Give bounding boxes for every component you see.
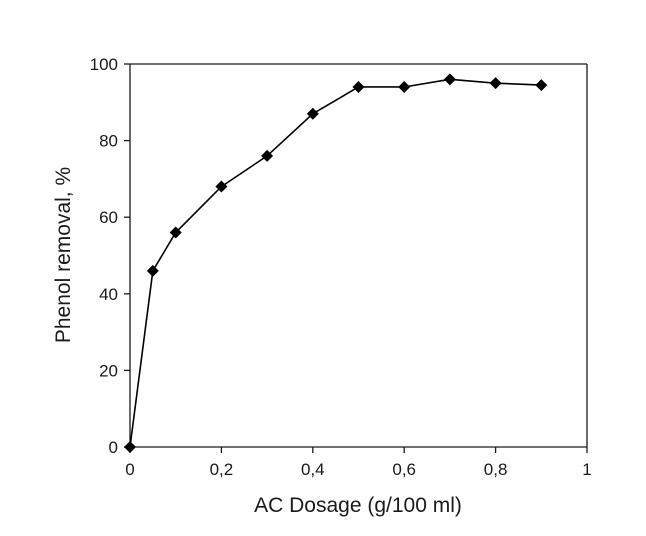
data-point-marker <box>489 77 502 90</box>
y-tick-label: 20 <box>99 361 118 380</box>
x-tick-label: 1 <box>582 460 591 479</box>
series-line <box>129 78 542 448</box>
y-tick-label: 40 <box>99 285 118 304</box>
series-layer <box>124 73 548 453</box>
x-axis-label: AC Dosage (g/100 ml) <box>254 494 462 517</box>
data-point-marker <box>215 180 228 193</box>
x-tick-label: 0 <box>125 460 134 479</box>
data-point-marker <box>352 80 365 93</box>
y-axis-label: Phenol removal, % <box>52 167 75 343</box>
data-point-marker <box>261 149 274 162</box>
data-point-marker <box>398 80 411 93</box>
x-axis-ticks: 0 0,2 0,4 0,6 0,8 1 <box>125 447 592 479</box>
data-point-marker <box>535 79 548 92</box>
plot-frame <box>129 63 588 448</box>
y-tick-label: 100 <box>90 55 118 74</box>
y-axis-ticks: 0 20 40 60 80 100 <box>90 55 130 457</box>
y-tick-label: 60 <box>99 208 118 227</box>
data-point-marker <box>443 73 456 86</box>
data-point-marker <box>169 226 182 239</box>
y-tick-label: 80 <box>99 132 118 151</box>
x-tick-label: 0,2 <box>210 460 234 479</box>
x-tick-label: 0,6 <box>392 460 416 479</box>
x-tick-label: 0,8 <box>484 460 508 479</box>
x-tick-label: 0,4 <box>301 460 325 479</box>
data-point-marker <box>124 441 136 453</box>
data-point-marker <box>306 107 319 120</box>
y-tick-label: 0 <box>109 438 118 457</box>
data-point-marker <box>146 264 159 277</box>
